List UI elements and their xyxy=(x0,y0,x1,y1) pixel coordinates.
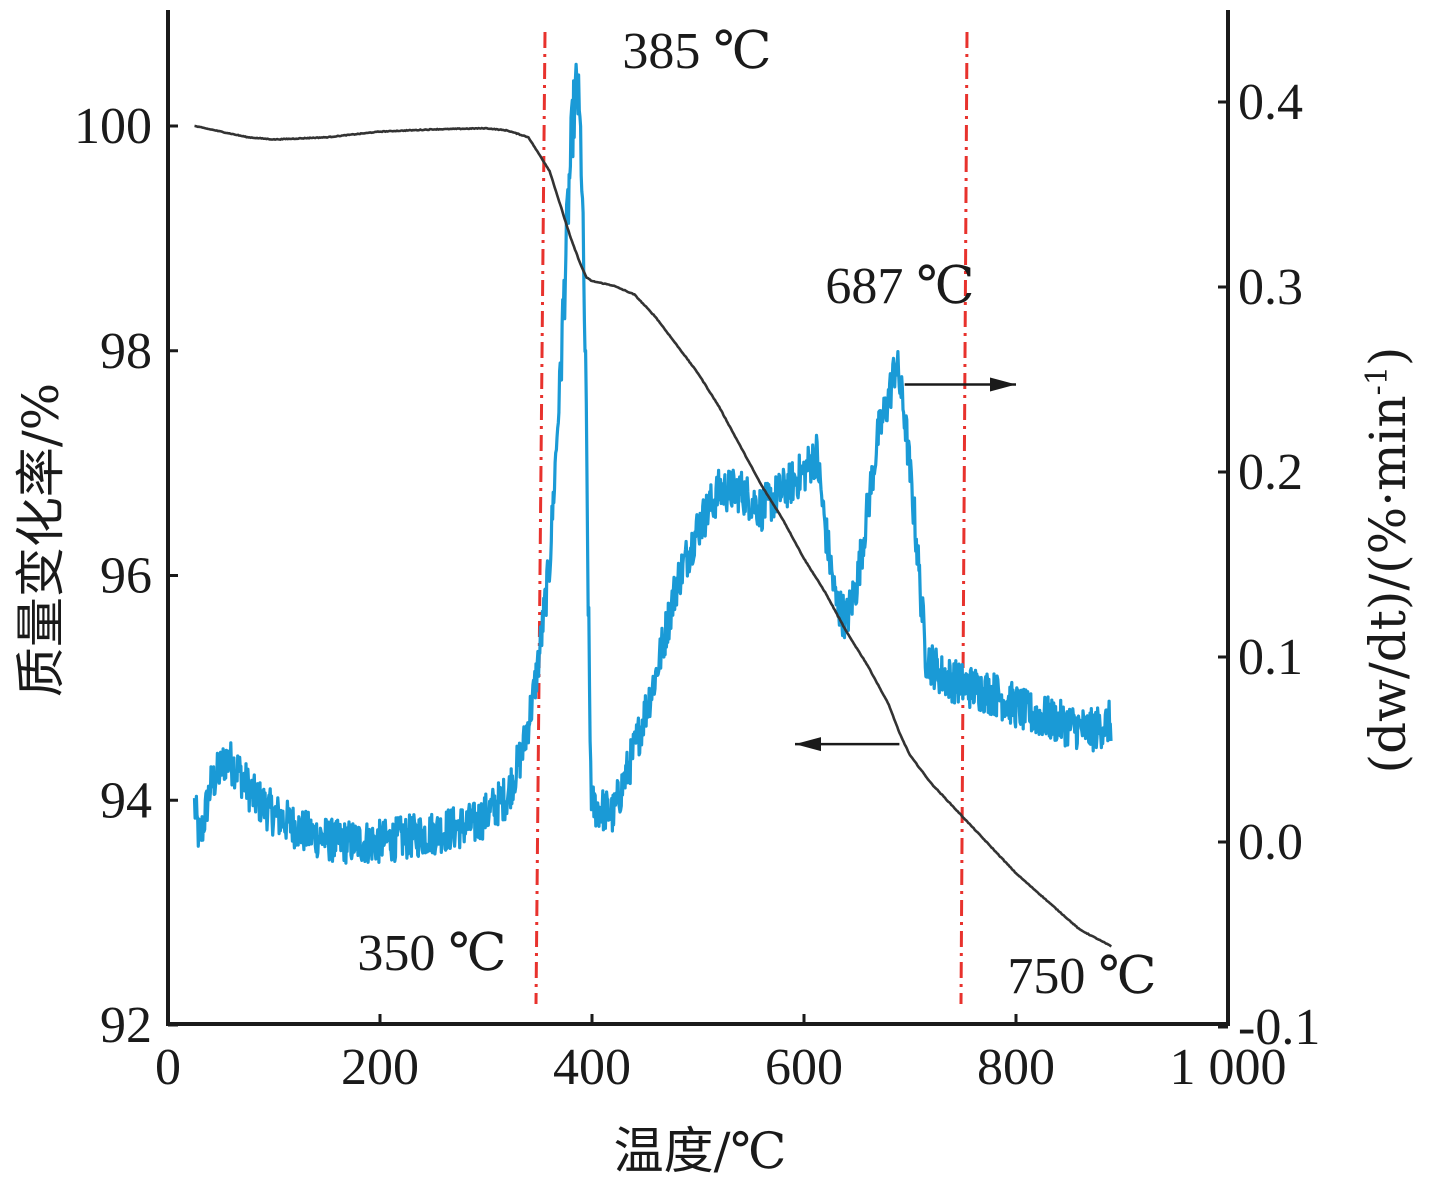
plot-area xyxy=(192,31,1113,1005)
dtg-series-line xyxy=(192,62,1113,865)
y-right-tick-label: 0.4 xyxy=(1238,74,1303,131)
x-tick-label: 400 xyxy=(553,1039,631,1096)
y-right-axis-label-main: (dw/dt)/(%·min xyxy=(1359,395,1417,773)
y-right-axis-label: (dw/dt)/(%·min-1) xyxy=(1359,347,1417,774)
y-left-tick-label: 98 xyxy=(100,323,152,380)
y-left-tick-label: 92 xyxy=(100,997,152,1054)
y-left-tick-label: 96 xyxy=(100,548,152,605)
annotation-750: 750 ℃ xyxy=(1007,948,1156,1005)
axes xyxy=(166,10,1230,1029)
annotation-687: 687 ℃ xyxy=(825,258,974,315)
y-left-tick-label: 94 xyxy=(100,772,152,829)
arrow-to-left-axis-head xyxy=(795,737,821,752)
y-left-axis-label: 质量变化率/% xyxy=(12,383,70,697)
x-tick-label: 800 xyxy=(977,1039,1055,1096)
marker-line-350 xyxy=(534,31,547,1005)
y-right-tick-label: 0.0 xyxy=(1238,814,1303,871)
tg-series-line xyxy=(194,124,1112,948)
arrow-to-left-axis xyxy=(795,737,900,752)
x-tick-label: 200 xyxy=(341,1039,419,1096)
x-tick-label: 600 xyxy=(765,1039,843,1096)
arrow-to-right-axis xyxy=(904,377,1016,392)
x-tick-label: 0 xyxy=(155,1039,181,1096)
marker-line-750 xyxy=(959,31,969,1005)
y-right-axis-label-sup: -1 xyxy=(1360,366,1395,395)
x-tick-label: 1 000 xyxy=(1170,1039,1287,1096)
y-right-axis-label-close: ) xyxy=(1359,347,1417,367)
annotation-385: 385 ℃ xyxy=(622,23,771,80)
y-right-tick-label: 0.3 xyxy=(1238,259,1303,316)
annotation-350: 350 ℃ xyxy=(357,925,506,982)
y-left-tick-label: 100 xyxy=(74,98,152,155)
y-right-tick-label: 0.2 xyxy=(1238,444,1303,501)
y-right-tick-label: -0.1 xyxy=(1238,999,1320,1056)
x-axis-label: 温度/℃ xyxy=(614,1122,787,1180)
axis-labels: 温度/℃ 质量变化率/% (dw/dt)/(%·min-1) xyxy=(12,347,1417,1180)
y-right-tick-label: 0.1 xyxy=(1238,629,1303,686)
arrow-to-right-axis-head xyxy=(990,377,1016,392)
annotations: 350 ℃ 750 ℃ 385 ℃ 687 ℃ xyxy=(357,23,1156,1005)
tick-labels: 0 200 400 600 800 1 000 92 94 96 98 100 -0.1 0.0 0.1 0… xyxy=(74,74,1320,1096)
